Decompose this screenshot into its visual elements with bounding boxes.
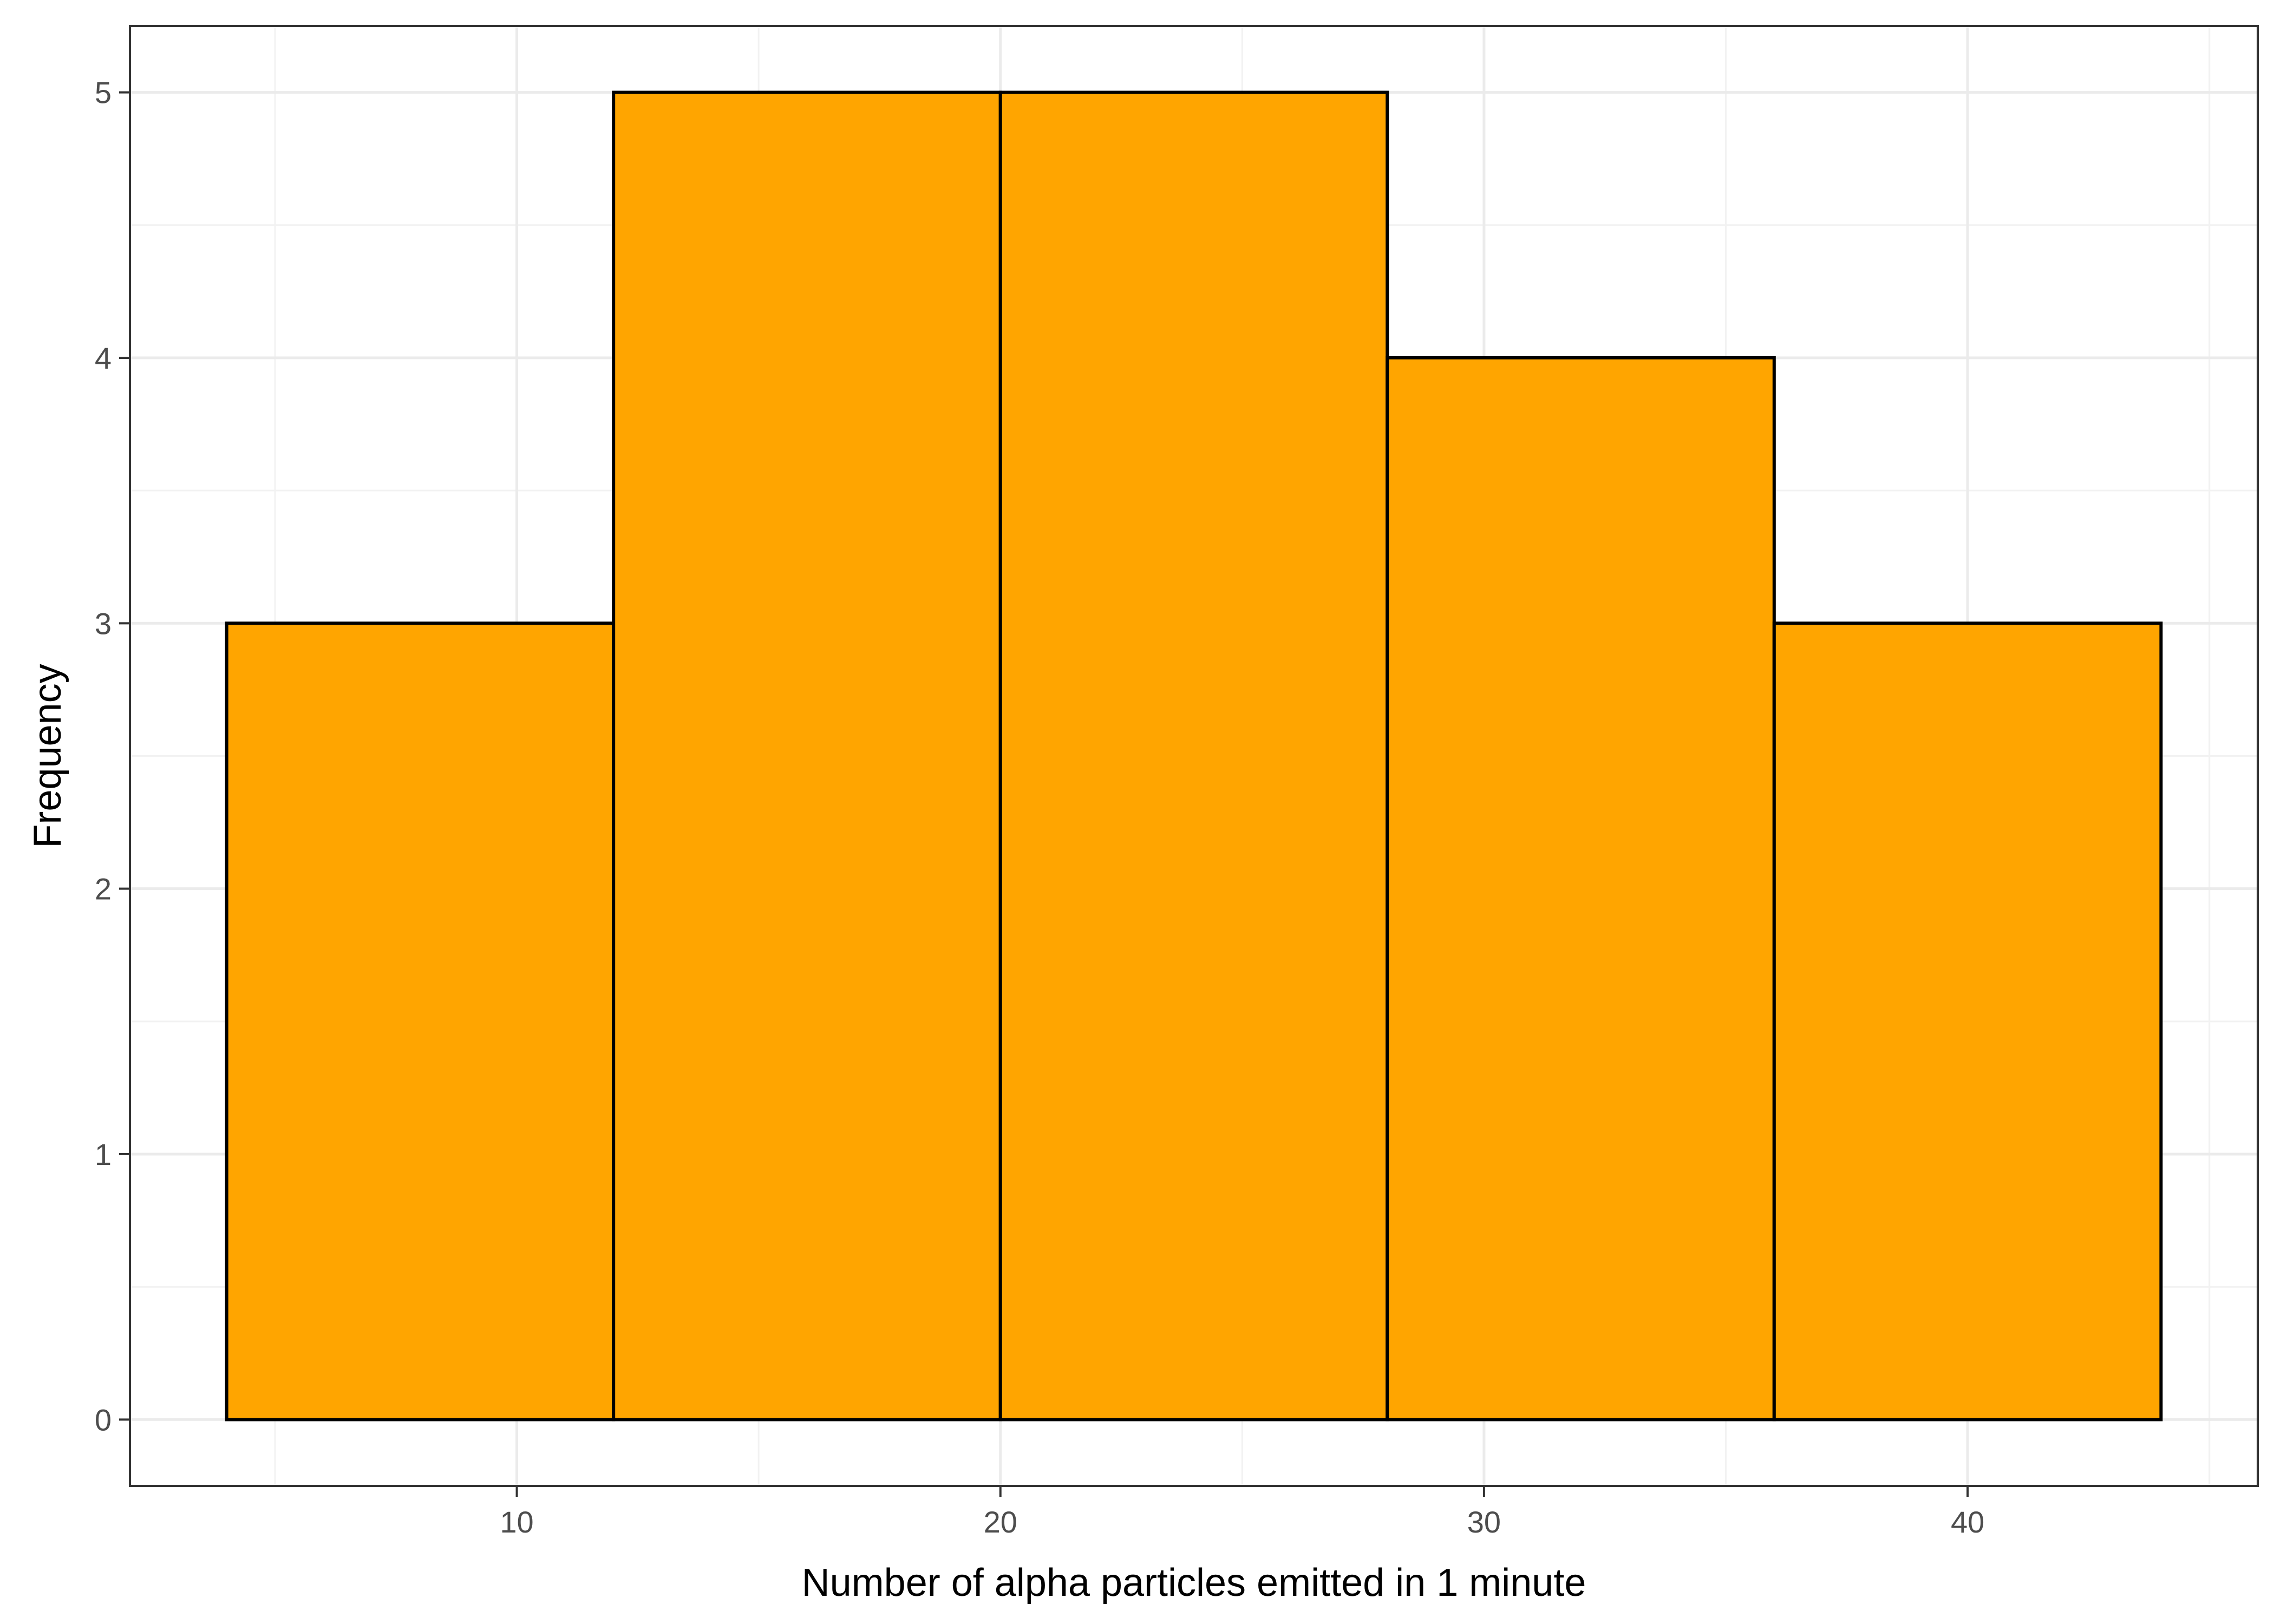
x-tick-label: 20 xyxy=(984,1505,1017,1539)
x-tick-label: 10 xyxy=(500,1505,533,1539)
y-tick-label: 2 xyxy=(95,872,112,906)
y-tick-label: 0 xyxy=(95,1403,112,1437)
y-tick-label: 5 xyxy=(95,76,112,110)
y-axis-ticks: 0 1 2 3 4 5 xyxy=(95,76,130,1437)
y-tick-label: 1 xyxy=(95,1137,112,1171)
plot-panel-border xyxy=(129,25,2259,1487)
histogram-bar-1 xyxy=(225,621,616,1422)
x-tick-label: 40 xyxy=(1951,1505,1984,1539)
histogram-bar-5 xyxy=(1772,621,2163,1422)
histogram-bars xyxy=(225,90,2163,1422)
histogram-bar-4 xyxy=(1386,356,1776,1422)
histogram-bar-3 xyxy=(998,90,1389,1422)
y-axis-title: Frequency xyxy=(26,664,69,848)
y-tick-label: 3 xyxy=(95,606,112,640)
x-axis-title: Number of alpha particles emitted in 1 m… xyxy=(802,1561,1586,1605)
x-tick-label: 30 xyxy=(1467,1505,1501,1539)
histogram-bar-2 xyxy=(612,90,1002,1422)
y-tick-label: 4 xyxy=(95,341,112,375)
x-axis-ticks: 10 20 30 40 xyxy=(500,1486,1984,1539)
